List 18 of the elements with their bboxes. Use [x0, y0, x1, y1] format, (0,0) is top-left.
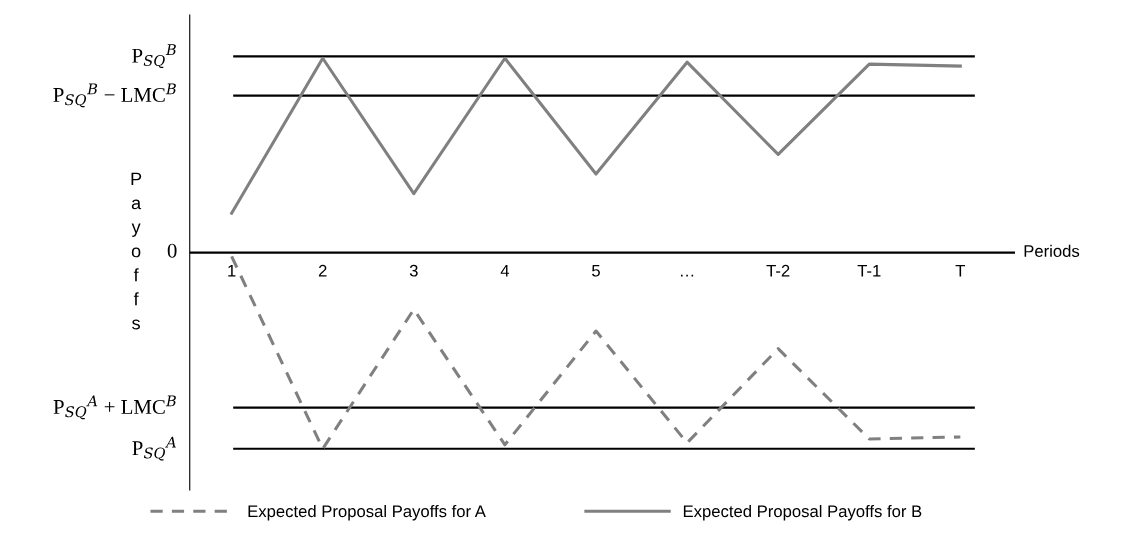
ref-line-label: P$_{SQ}$$^{A}$ + LMC$^{B}$ [53, 395, 176, 420]
x-tick-label: 1 [228, 264, 236, 277]
x-tick-label: 5 [592, 264, 600, 277]
x-tick-label: T-1 [857, 264, 881, 277]
x-tick-label: 3 [409, 264, 418, 277]
ref-line-label: P$_{SQ}$$^{B}$ − LMC$^{B}$ [53, 83, 176, 108]
x-tick-label: 2 [318, 264, 327, 277]
x-tick-label: T [955, 264, 966, 277]
ref-line-label: P$_{SQ}$$^{B}$ [132, 44, 176, 69]
ref-line-label: P$_{SQ}$$^{A}$ [132, 436, 176, 461]
legend-label: Expected Proposal Payoffs for B [683, 504, 922, 521]
ref-line-label: 0 [167, 243, 177, 258]
y-axis-title: Payoffs [131, 172, 142, 330]
x-tick-label: 4 [500, 264, 510, 277]
legend-label: Expected Proposal Payoffs for A [248, 504, 486, 521]
x-axis-title: Periods [1024, 244, 1080, 257]
x-tick-label: T-2 [766, 264, 790, 277]
x-tick-label: … [681, 274, 694, 277]
